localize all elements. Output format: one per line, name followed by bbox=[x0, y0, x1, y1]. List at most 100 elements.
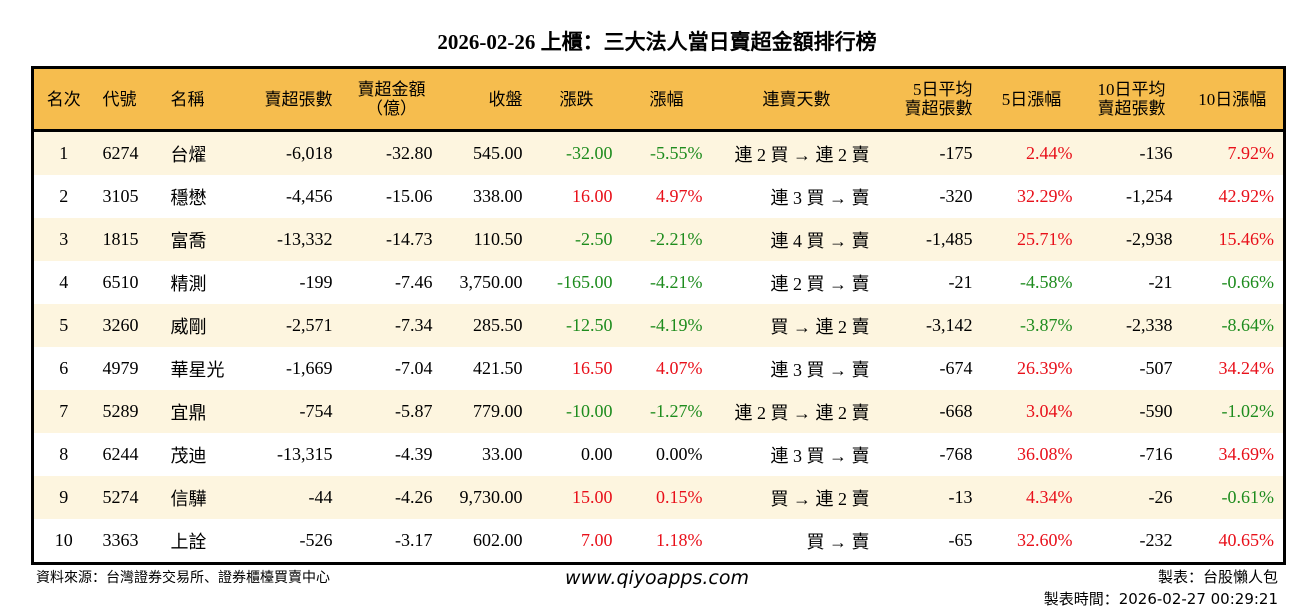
website-link[interactable]: www.qiyoapps.com bbox=[565, 567, 749, 589]
cell-code: 5274 bbox=[93, 476, 162, 519]
cell-pct5: 36.08% bbox=[1017, 444, 1073, 464]
cell-change-pct: 0.15% bbox=[621, 476, 712, 519]
header-streak: 連賣天數 bbox=[711, 67, 882, 132]
generated-time: 製表時間：2026-02-27 00:29:21 bbox=[1043, 590, 1278, 608]
cell-pct10: 34.24% bbox=[1218, 358, 1275, 378]
cell-rank: 10 bbox=[54, 530, 73, 550]
cell-change: -2.50 bbox=[531, 218, 622, 261]
cell-net-sell-shares: -13,315 bbox=[277, 444, 333, 464]
cell-net-sell-shares: -6,018 bbox=[241, 130, 342, 175]
cell-net-sell-amount: -4.26 bbox=[341, 476, 442, 519]
cell-pct5: -4.58% bbox=[1020, 272, 1073, 292]
cell-close: 338.00 bbox=[473, 186, 523, 206]
cell-pct10: -1.02% bbox=[1181, 390, 1285, 433]
header-row: 名次 代號 名稱 賣超張數 賣超金額 （億） 收盤 漲跌 漲幅 連賣天數 5日平均 賣超張數 5日漲幅 1… bbox=[32, 67, 1285, 132]
cell-pct5: -3.87% bbox=[981, 304, 1082, 347]
page-title: 2026-02-26 上櫃：三大法人當日賣超金額排行榜 bbox=[437, 30, 877, 54]
cell-change-pct: -1.27% bbox=[621, 390, 712, 433]
table-row: 7 5289 宜鼎 -754 -5.87 779.00 -10.00 -1.27% 連 2 買 … bbox=[32, 390, 1285, 433]
footer-credits: 製表：台股懶人包 製表時間：2026-02-27 00:29:21 bbox=[1044, 566, 1278, 610]
table-row: 1 6274 台燿 -6,018 -32.80 545.00 -32.00 -5.55% 連 2… bbox=[32, 130, 1285, 175]
cell-streak: 連 3 買 → 賣 bbox=[770, 359, 870, 380]
cell-avg5-net-sell: -175 bbox=[881, 130, 982, 175]
maker: 製表：台股懶人包 bbox=[1157, 568, 1278, 586]
header-avg10-net-sell: 10日平均 賣超張數 bbox=[1081, 67, 1182, 132]
cell-avg5-net-sell: -674 bbox=[939, 358, 973, 378]
header-name: 名稱 bbox=[161, 67, 242, 132]
cell-code: 3260 bbox=[93, 304, 162, 347]
header-close: 收盤 bbox=[441, 67, 532, 132]
cell-streak: 連 2 買 → 賣 bbox=[770, 273, 870, 294]
cell-name: 威剛 bbox=[161, 304, 242, 347]
cell-name: 華星光 bbox=[170, 359, 225, 380]
cell-rank: 5 bbox=[32, 304, 94, 347]
cell-change: 16.50 bbox=[572, 358, 613, 378]
cell-rank: 3 bbox=[32, 218, 94, 261]
cell-code: 6274 bbox=[93, 130, 162, 175]
table-row: 5 3260 威剛 -2,571 -7.34 285.50 -12.50 -4.19% 買 → … bbox=[32, 304, 1285, 347]
cell-pct10: -0.66% bbox=[1221, 272, 1275, 292]
cell-close: 421.50 bbox=[473, 358, 523, 378]
cell-avg5-net-sell: -65 bbox=[948, 530, 973, 550]
cell-net-sell-amount: -15.06 bbox=[386, 186, 433, 206]
table-row: 2 3105 穩懋 -4,456 -15.06 338.00 16.00 4.97% 連 3 買… bbox=[33, 175, 1285, 218]
cell-close: 9,730.00 bbox=[441, 476, 532, 519]
header-net-sell-amount: 賣超金額 （億） bbox=[341, 67, 442, 132]
cell-net-sell-amount: -7.46 bbox=[395, 272, 433, 292]
cell-pct10: 7.92% bbox=[1181, 130, 1285, 175]
cell-streak: 買 → 連 2 賣 bbox=[711, 476, 882, 519]
header-change: 漲跌 bbox=[531, 67, 622, 132]
table-row: 6 4979 華星光 -1,669 -7.04 421.50 16.50 4.07% 連 3 買… bbox=[33, 347, 1285, 390]
cell-close: 285.50 bbox=[441, 304, 532, 347]
cell-avg10-net-sell: -136 bbox=[1081, 130, 1182, 175]
cell-avg10-net-sell: -2,938 bbox=[1081, 218, 1182, 261]
cell-avg10-net-sell: -21 bbox=[1148, 272, 1173, 292]
cell-avg10-net-sell: -1,254 bbox=[1126, 186, 1173, 206]
cell-streak: 連 4 買 → 賣 bbox=[711, 218, 882, 261]
cell-change: 16.00 bbox=[572, 186, 613, 206]
cell-name: 穩懋 bbox=[170, 187, 207, 208]
cell-rank: 1 bbox=[32, 130, 94, 175]
cell-net-sell-shares: -2,571 bbox=[241, 304, 342, 347]
cell-code: 3105 bbox=[102, 186, 139, 206]
cell-name: 茂迪 bbox=[170, 445, 207, 466]
table-row: 9 5274 信驊 -44 -4.26 9,730.00 15.00 0.15% 買 → 連 2… bbox=[32, 476, 1285, 519]
cell-streak: 連 2 買 → 連 2 賣 bbox=[711, 130, 882, 175]
cell-net-sell-amount: -7.34 bbox=[341, 304, 442, 347]
cell-net-sell-amount: -3.17 bbox=[395, 530, 433, 550]
cell-pct5: 3.04% bbox=[981, 390, 1082, 433]
header-rank: 名次 bbox=[32, 67, 94, 132]
cell-net-sell-shares: -526 bbox=[299, 530, 333, 550]
cell-net-sell-shares: -4,456 bbox=[286, 186, 333, 206]
cell-name: 上詮 bbox=[170, 531, 207, 552]
cell-change: -32.00 bbox=[531, 130, 622, 175]
cell-streak: 買 → 連 2 賣 bbox=[711, 304, 882, 347]
cell-net-sell-shares: -13,332 bbox=[241, 218, 342, 261]
cell-close: 602.00 bbox=[473, 530, 523, 550]
cell-net-sell-amount: -7.04 bbox=[395, 358, 433, 378]
cell-pct5: 2.44% bbox=[981, 130, 1082, 175]
cell-close: 110.50 bbox=[441, 218, 532, 261]
cell-avg5-net-sell: -668 bbox=[881, 390, 982, 433]
cell-code: 1815 bbox=[93, 218, 162, 261]
cell-pct5: 32.60% bbox=[1017, 530, 1073, 550]
cell-close: 545.00 bbox=[441, 130, 532, 175]
cell-pct10: -8.64% bbox=[1181, 304, 1285, 347]
cell-avg5-net-sell: -768 bbox=[939, 444, 973, 464]
cell-avg5-net-sell: -320 bbox=[939, 186, 973, 206]
cell-rank: 4 bbox=[59, 272, 69, 292]
data-source: 資料來源：台灣證券交易所、證券櫃檯買賣中心 bbox=[36, 570, 330, 586]
cell-change: -165.00 bbox=[557, 272, 613, 292]
cell-avg10-net-sell: -590 bbox=[1081, 390, 1182, 433]
cell-rank: 2 bbox=[59, 186, 69, 206]
cell-change-pct: -4.19% bbox=[621, 304, 712, 347]
cell-close: 3,750.00 bbox=[459, 272, 523, 292]
header-change-pct: 漲幅 bbox=[621, 67, 712, 132]
table-row: 4 6510 精測 -199 -7.46 3,750.00 -165.00 -4.21% 連 2… bbox=[33, 261, 1285, 304]
cell-code: 6510 bbox=[102, 272, 139, 292]
cell-change-pct: -4.21% bbox=[650, 272, 703, 292]
cell-name: 台燿 bbox=[161, 130, 242, 175]
header-net-sell-shares: 賣超張數 bbox=[241, 67, 342, 132]
cell-change: 0.00 bbox=[581, 444, 613, 464]
header-code: 代號 bbox=[93, 67, 162, 132]
